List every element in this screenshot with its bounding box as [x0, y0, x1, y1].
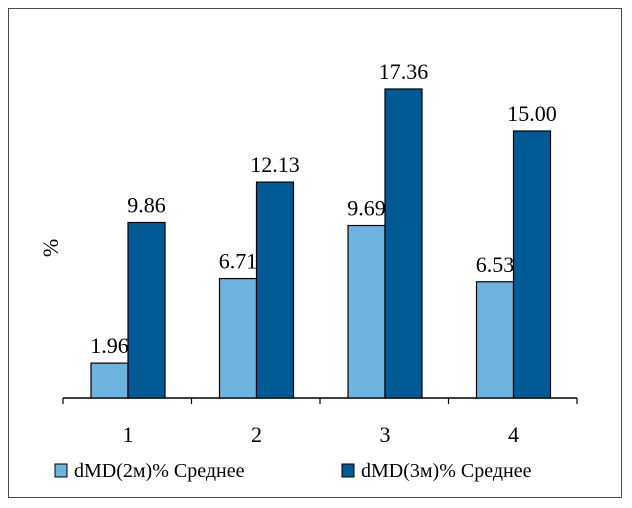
- plot-area: 1.96 9.86 1 6.71 12.13 2 9.69 17.36 3 6.53 15.00 4: [62, 59, 578, 447]
- data-label-series2-cat-4: 15.00: [507, 101, 557, 126]
- legend-swatch-series1: [54, 463, 68, 478]
- data-label-series2-cat-1: 9.86: [127, 192, 166, 217]
- bar-series2-cat-1: [127, 221, 166, 399]
- x-tick-label-3: 3: [380, 422, 391, 447]
- data-label-series1-cat-2: 6.71: [219, 249, 258, 274]
- bar-series2-cat-2: [255, 181, 295, 399]
- data-label-series1-cat-1: 1.96: [90, 333, 129, 358]
- legend: dMD(2м)% Среднее dMD(3м)% Среднее: [54, 460, 532, 482]
- bar-series1-cat-4: [475, 281, 515, 399]
- y-axis-label: %: [38, 239, 63, 257]
- legend-swatch-series2: [341, 463, 355, 478]
- bar-series2-cat-4: [512, 130, 552, 399]
- data-label-series1-cat-3: 9.69: [347, 196, 386, 221]
- bar-series1-cat-3: [347, 224, 386, 399]
- x-tick-label-2: 2: [251, 422, 262, 447]
- bar-series1-cat-2: [218, 277, 258, 399]
- legend-label-series2: dMD(3м)% Среднее: [361, 460, 532, 482]
- data-label-series1-cat-4: 6.53: [476, 252, 515, 277]
- bar-series2-cat-3: [384, 88, 423, 399]
- bar-series1-cat-1: [90, 362, 129, 399]
- x-tick-label-1: 1: [123, 422, 134, 447]
- data-label-series2-cat-2: 12.13: [250, 152, 300, 177]
- legend-label-series1: dMD(2м)% Среднее: [74, 460, 245, 482]
- data-label-series2-cat-3: 17.36: [379, 59, 429, 84]
- x-tick-label-4: 4: [508, 422, 519, 447]
